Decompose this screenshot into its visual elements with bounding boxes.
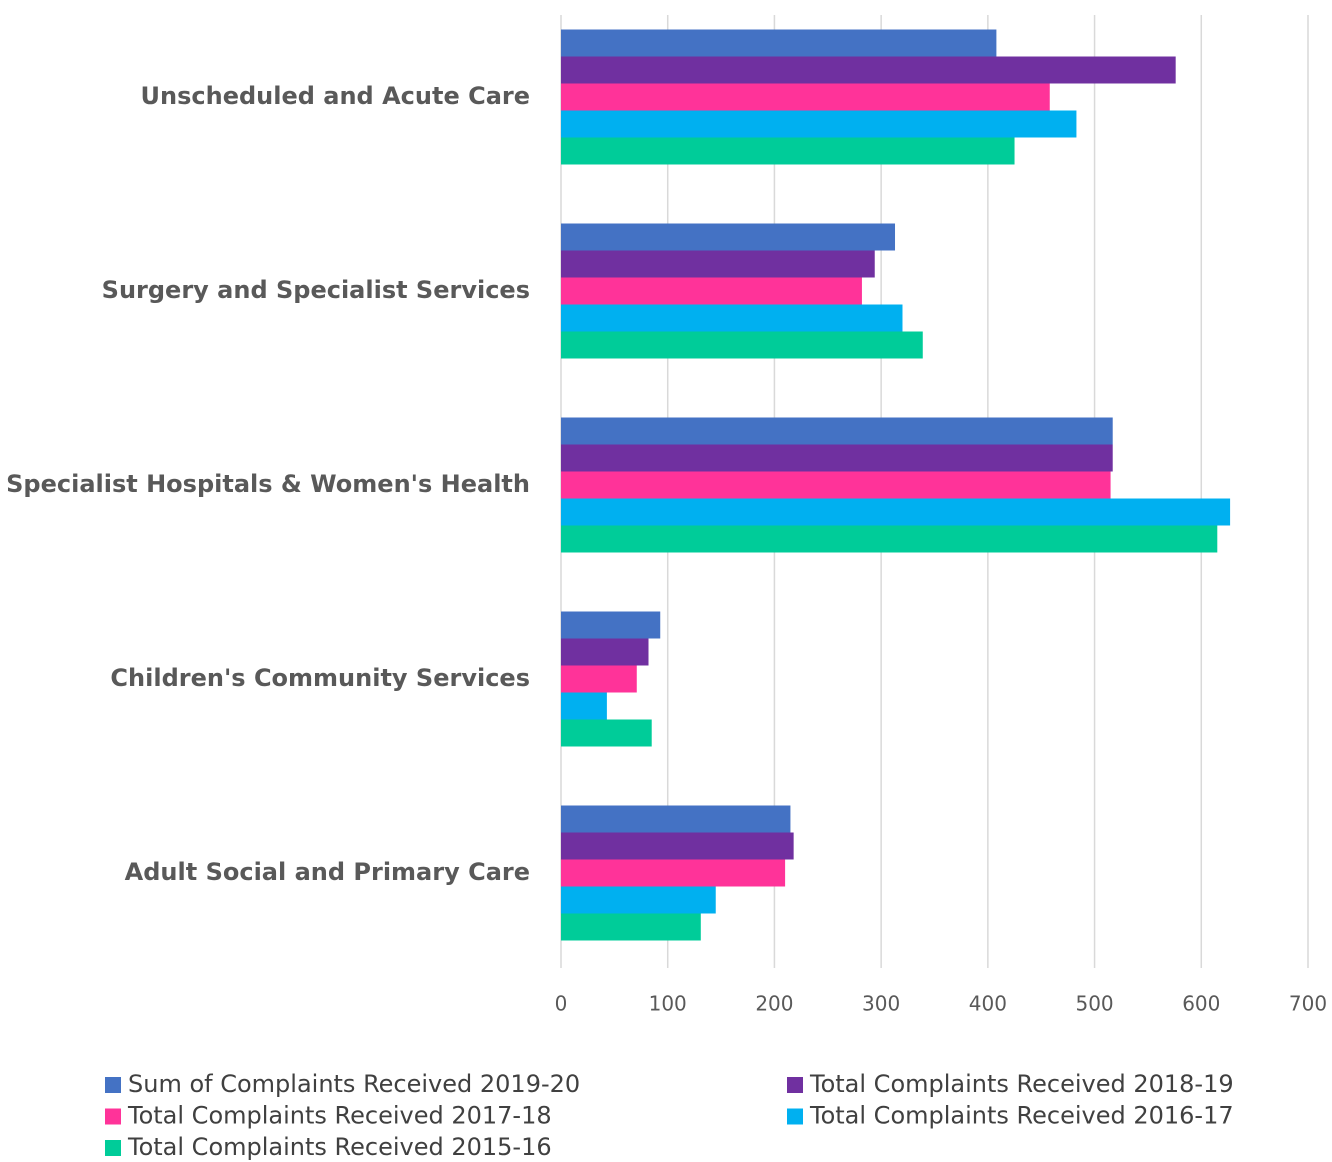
bar xyxy=(561,137,1015,165)
legend-label: Total Complaints Received 2017-18 xyxy=(127,1102,552,1130)
bar xyxy=(561,886,716,914)
bar xyxy=(561,638,649,666)
x-tick-label: 700 xyxy=(1289,992,1327,1016)
bar xyxy=(561,83,1050,111)
bar xyxy=(561,304,903,332)
bar xyxy=(561,444,1113,472)
legend-swatch xyxy=(105,1108,121,1125)
category-label: Children's Community Services xyxy=(110,664,530,692)
category-label: Specialist Hospitals & Women's Health xyxy=(6,470,530,498)
bar xyxy=(561,110,1077,138)
legend-label: Total Complaints Received 2016-17 xyxy=(809,1102,1234,1130)
bar xyxy=(561,859,786,887)
bar xyxy=(561,611,661,639)
bar xyxy=(561,417,1113,445)
bar xyxy=(561,498,1231,526)
bar xyxy=(561,805,791,833)
legend-label: Total Complaints Received 2018-19 xyxy=(809,1070,1234,1098)
x-tick-label: 0 xyxy=(555,992,568,1016)
bar xyxy=(561,56,1176,84)
bar xyxy=(561,832,794,860)
bar xyxy=(561,250,875,278)
category-label: Surgery and Specialist Services xyxy=(102,276,530,304)
bar xyxy=(561,223,896,251)
x-tick-label: 400 xyxy=(969,992,1007,1016)
bar xyxy=(561,331,923,359)
x-tick-label: 600 xyxy=(1182,992,1220,1016)
legend-swatch xyxy=(105,1140,121,1156)
legend-swatch xyxy=(105,1077,121,1093)
legend-label: Sum of Complaints Received 2019-20 xyxy=(128,1070,580,1098)
bar xyxy=(561,692,607,720)
category-label: Adult Social and Primary Care xyxy=(125,858,530,886)
x-tick-label: 300 xyxy=(862,992,900,1016)
legend-swatch xyxy=(787,1077,803,1093)
bar xyxy=(561,913,701,941)
bar xyxy=(561,525,1218,553)
bar xyxy=(561,471,1111,499)
legend-swatch xyxy=(787,1108,803,1125)
bar xyxy=(561,719,652,747)
x-tick-label: 500 xyxy=(1075,992,1113,1016)
bar xyxy=(561,665,637,693)
bar xyxy=(561,277,862,305)
legend-label: Total Complaints Received 2015-16 xyxy=(127,1133,552,1161)
bar xyxy=(561,29,997,57)
x-tick-label: 200 xyxy=(755,992,793,1016)
x-tick-label: 100 xyxy=(649,992,687,1016)
category-label: Unscheduled and Acute Care xyxy=(141,82,530,110)
